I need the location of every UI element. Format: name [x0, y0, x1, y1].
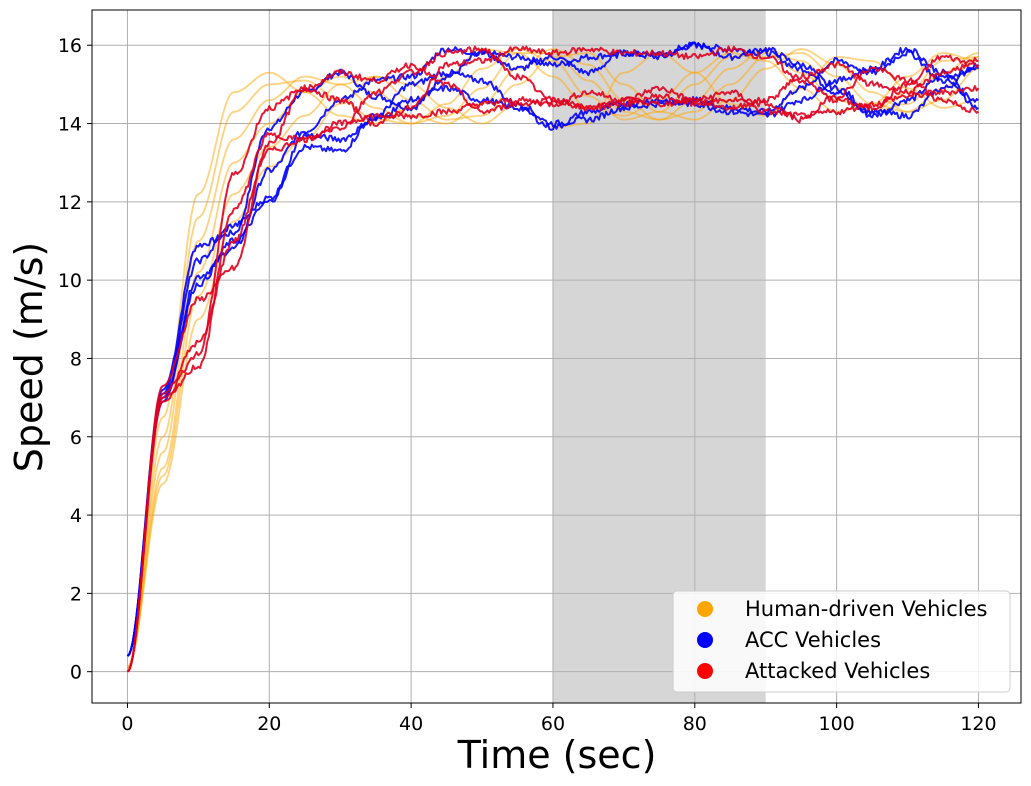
y-tick-label: 16 [58, 35, 82, 57]
y-tick-label: 4 [70, 505, 82, 527]
legend-label: Attacked Vehicles [745, 659, 930, 683]
x-axis-title: Time (sec) [457, 733, 657, 777]
attacked-vehicle-line [126, 45, 980, 673]
legend-label: ACC Vehicles [745, 628, 881, 652]
y-tick-label: 0 [70, 662, 82, 684]
shaded-region [552, 10, 766, 703]
legend-box [672, 590, 1011, 693]
y-axis-title: Speed (m/s) [7, 242, 51, 472]
x-tick-label: 60 [541, 713, 565, 735]
legend-marker [697, 632, 713, 648]
y-tick-label: 10 [58, 270, 82, 292]
acc-vehicle-line [126, 49, 979, 657]
x-tick-label: 100 [818, 713, 854, 735]
y-tick-label: 6 [70, 427, 82, 449]
legend-label: Human-driven Vehicles [745, 597, 987, 621]
y-axis: 0 2 4 6 8 10 12 14 16 [58, 35, 92, 684]
attacked-vehicle-line [126, 57, 979, 673]
x-tick-label: 0 [121, 713, 133, 735]
attacked-vehicle-line [126, 45, 979, 673]
x-tick-label: 20 [257, 713, 281, 735]
y-tick-label: 2 [70, 583, 82, 605]
series-lines [126, 41, 980, 673]
y-tick-label: 8 [70, 348, 82, 370]
legend-marker [697, 663, 713, 679]
x-tick-label: 40 [399, 713, 423, 735]
acc-vehicle-line [126, 47, 979, 657]
x-tick-label: 120 [960, 713, 996, 735]
plot-frame [91, 9, 1022, 704]
x-tick-label: 80 [683, 713, 707, 735]
y-tick-label: 12 [58, 192, 82, 214]
attacked-vehicle-line [126, 85, 980, 673]
x-axis: 0 20 40 60 80 100 120 [121, 703, 997, 735]
human-vehicle-line [126, 48, 979, 669]
acc-vehicle-line [126, 41, 980, 657]
legend-marker [697, 601, 713, 617]
y-tick-label: 14 [58, 114, 82, 136]
acc-vehicle-line [126, 41, 980, 657]
legend: Human-driven Vehicles ACC Vehicles Attacke… [672, 590, 1011, 693]
human-vehicle-line [126, 48, 979, 669]
